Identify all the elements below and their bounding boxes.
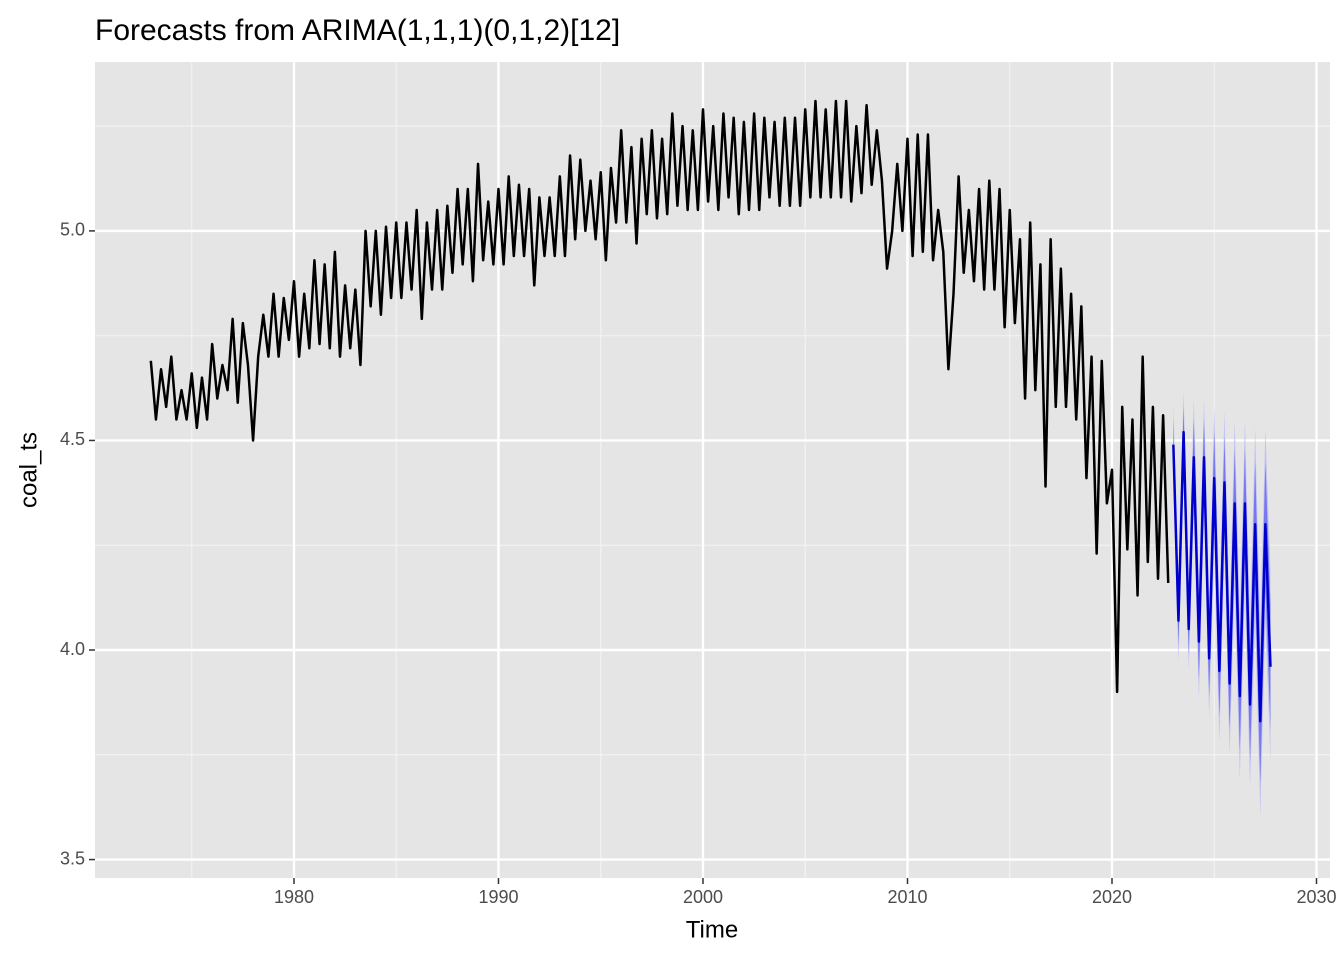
y-axis-label: coal_ts — [15, 432, 42, 508]
chart-title: Forecasts from ARIMA(1,1,1)(0,1,2)[12] — [95, 14, 620, 47]
x-tick-label: 2030 — [1296, 887, 1336, 907]
x-axis-label: Time — [686, 916, 738, 943]
x-tick-label: 2000 — [683, 887, 723, 907]
y-tick-label: 5.0 — [60, 220, 85, 240]
y-tick-label: 4.0 — [60, 639, 85, 659]
x-tick-label: 1980 — [274, 887, 314, 907]
y-tick-label: 3.5 — [60, 848, 85, 868]
x-tick-label: 1990 — [478, 887, 518, 907]
x-tick-label: 2010 — [887, 887, 927, 907]
x-tick-label: 2020 — [1092, 887, 1132, 907]
series-line — [149, 99, 1170, 694]
y-tick-label: 4.5 — [60, 429, 85, 449]
forecast-line — [1172, 430, 1272, 723]
